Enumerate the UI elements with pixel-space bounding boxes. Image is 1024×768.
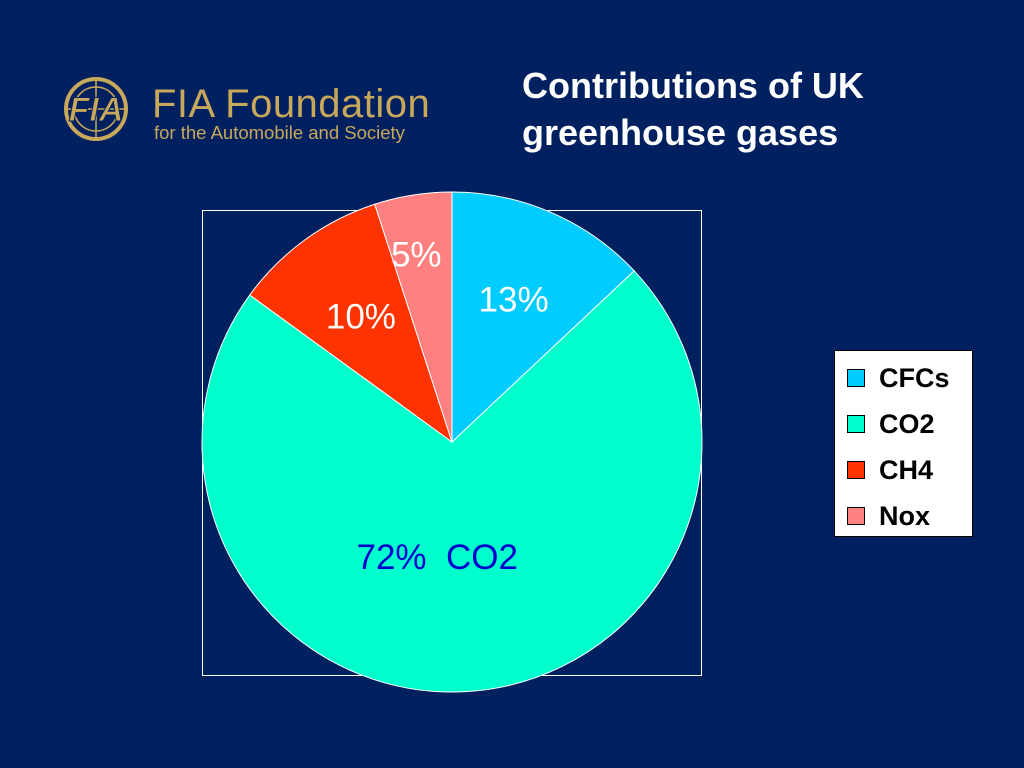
legend-label-nox: Nox	[879, 501, 931, 531]
legend-item-cfcs: CFCs	[835, 363, 972, 409]
data-label-co2: 72% CO2	[356, 538, 517, 577]
chart-title: Contributions of UK greenhouse gases	[522, 65, 864, 153]
legend-swatch-nox	[847, 507, 865, 525]
fia-foundation-logo: FIA FIA Foundation for the Automobile an…	[58, 76, 458, 146]
fia-emblem-icon: FIA	[64, 77, 128, 141]
fia-emblem-text: FIA	[69, 91, 124, 129]
legend-swatch-cfcs	[847, 369, 865, 387]
pie-slice-cfcs	[451, 191, 635, 444]
legend-label-cfcs: CFCs	[879, 363, 950, 393]
legend-label-ch4: CH4	[879, 455, 934, 485]
pie-slice-ch4	[249, 203, 453, 444]
legend-label-co2: CO2	[879, 409, 935, 439]
legend-item-nox: Nox	[835, 501, 972, 547]
data-label-cfcs: 13%	[479, 281, 549, 320]
logo-name: FIA Foundation	[152, 82, 431, 126]
legend-swatch-ch4	[847, 461, 865, 479]
logo-subtitle: for the Automobile and Society	[154, 122, 405, 143]
legend-item-co2: CO2	[835, 409, 972, 455]
legend-swatch-co2	[847, 415, 865, 433]
pie-slice-nox	[374, 191, 453, 443]
data-label-nox: 5%	[391, 235, 442, 274]
data-label-ch4: 10%	[326, 298, 396, 337]
legend-item-ch4: CH4	[835, 455, 972, 501]
chart-legend: CFCs CO2 CH4 Nox	[834, 350, 973, 537]
pie-slice-co2	[201, 270, 703, 693]
